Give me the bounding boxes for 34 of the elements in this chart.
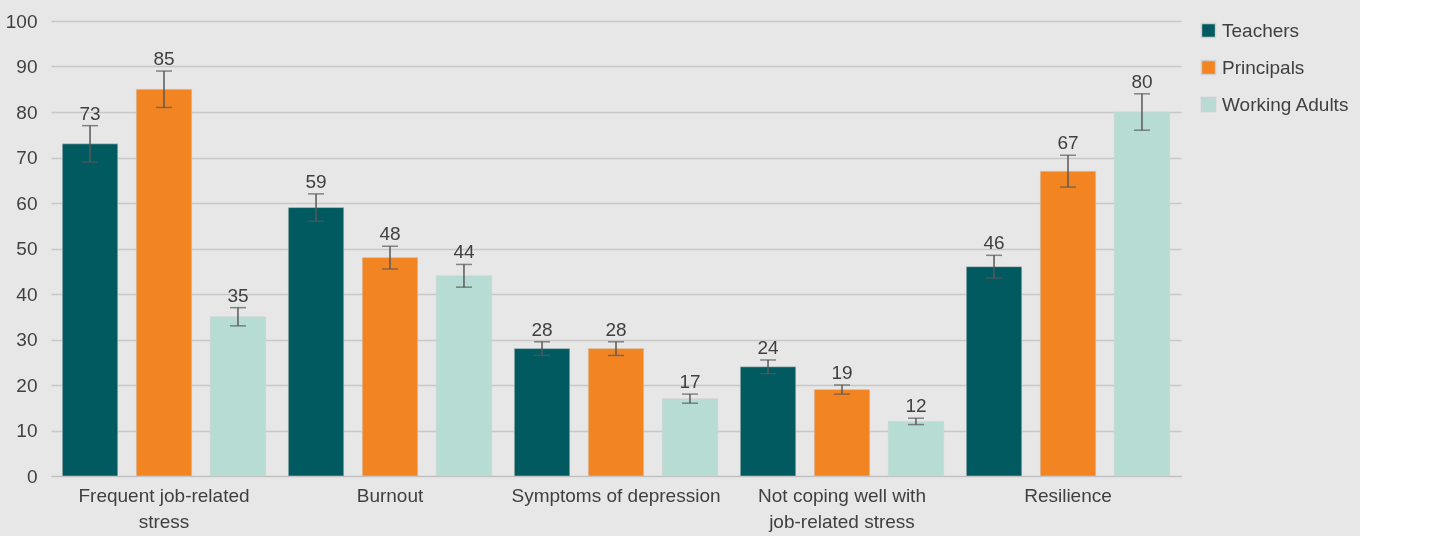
- data-label: 17: [679, 371, 701, 393]
- y-tick-label: 30: [16, 329, 38, 350]
- data-label: 59: [305, 170, 327, 192]
- legend-label: Working Adults: [1222, 93, 1349, 115]
- data-label: 44: [453, 241, 475, 263]
- x-tick-label: Frequent job-related stress: [78, 484, 250, 532]
- y-tick-label: 0: [26, 465, 38, 487]
- data-label: 28: [605, 318, 627, 340]
- y-tick-label: 60: [16, 192, 38, 214]
- y-tick-label: 90: [16, 56, 38, 77]
- data-label: 73: [79, 102, 101, 124]
- data-label: 46: [983, 232, 1005, 254]
- x-tick-label: Symptoms of depression: [511, 484, 721, 506]
- data-label: 80: [1131, 70, 1153, 92]
- data-label: 12: [905, 395, 927, 417]
- legend-label: Teachers: [1222, 19, 1300, 41]
- y-tick-label: 50: [16, 238, 38, 259]
- y-tick-label: 100: [5, 10, 38, 32]
- data-label: 28: [531, 318, 553, 340]
- y-tick-label: 70: [16, 147, 38, 168]
- x-tick-label: Resilience: [1024, 484, 1112, 506]
- data-label: 35: [227, 284, 249, 306]
- data-label: 48: [379, 223, 401, 245]
- y-tick-label: 20: [16, 374, 38, 396]
- legend-label: Principals: [1222, 56, 1305, 78]
- data-label: 19: [831, 362, 853, 383]
- x-tick-label: Not coping well with job-related stress: [758, 484, 926, 532]
- x-tick-label: Burnout: [356, 484, 424, 506]
- y-tick-label: 80: [16, 101, 38, 123]
- data-label: 85: [153, 48, 175, 70]
- y-tick-label: 40: [16, 283, 38, 305]
- data-label: 24: [757, 336, 780, 358]
- data-label: 67: [1057, 132, 1079, 154]
- y-tick-label: 10: [16, 420, 38, 441]
